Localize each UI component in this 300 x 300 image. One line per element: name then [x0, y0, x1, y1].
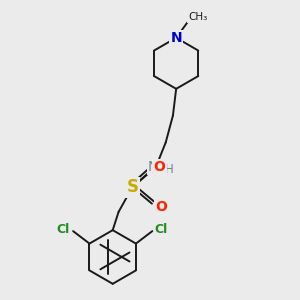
- Text: Cl: Cl: [57, 223, 70, 236]
- Text: N: N: [148, 160, 158, 174]
- Text: H: H: [165, 163, 174, 176]
- Text: O: O: [154, 160, 165, 174]
- Text: O: O: [155, 200, 167, 214]
- Text: N: N: [170, 31, 182, 45]
- Text: S: S: [126, 178, 138, 196]
- Text: Cl: Cl: [155, 223, 168, 236]
- Text: CH₃: CH₃: [188, 12, 207, 22]
